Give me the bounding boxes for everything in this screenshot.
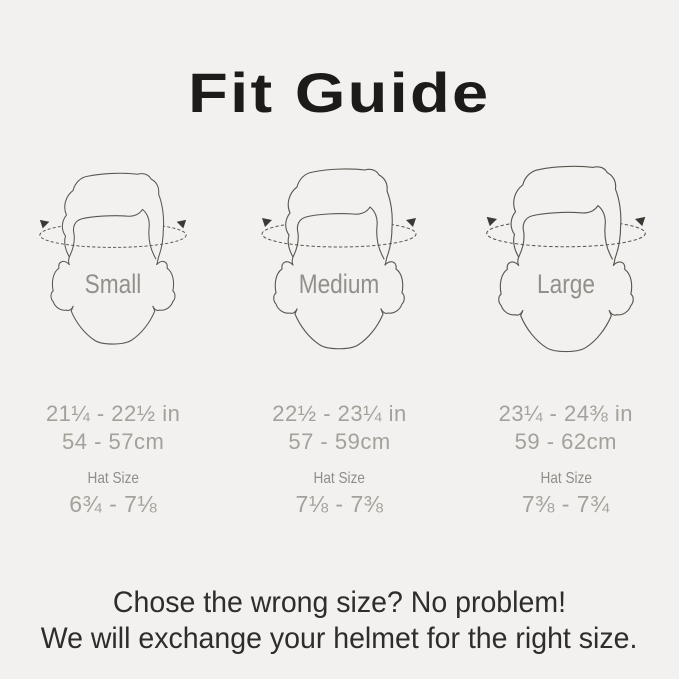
hat-size-range-small: 6¾ - 7⅛ (69, 491, 158, 517)
hat-size-range-large: 7⅜ - 7¾ (521, 491, 610, 517)
inches-range-medium: 22½ - 23¼ in (272, 401, 407, 426)
inches-range-small: 21¼ - 22½ in (45, 401, 181, 426)
cm-range-large: 59 - 62cm (514, 429, 617, 454)
size-columns: Small 21¼ - 22½ in 54 - 57cm Hat Size 6¾… (0, 147, 679, 518)
head-illustration-medium: Medium (261, 168, 418, 350)
exchange-note: Chose the wrong size? No problem! We wil… (0, 585, 679, 657)
size-column-medium: Medium 22½ - 23¼ in 57 - 59cm Hat Size 7… (226, 147, 452, 518)
hat-size-label-medium: Hat Size (313, 470, 366, 487)
head-illustration-large: Large (485, 165, 646, 353)
size-column-small: Small 21¼ - 22½ in 54 - 57cm Hat Size 6¾… (0, 147, 226, 518)
page-title: Fit Guide (0, 0, 679, 122)
size-column-large: Large 23¼ - 24⅜ in 59 - 62cm Hat Size 7⅜… (453, 147, 679, 518)
hat-size-range-medium: 7⅛ - 7⅜ (295, 491, 384, 517)
cm-range-medium: 57 - 59cm (288, 429, 391, 454)
exchange-note-line1: Chose the wrong size? No problem! (112, 586, 567, 619)
size-label-medium: Medium (299, 269, 380, 299)
head-illustration-small: Small (39, 172, 187, 345)
cm-range-small: 54 - 57cm (62, 429, 165, 454)
size-label-large: Large (537, 269, 595, 299)
hat-size-label-small: Hat Size (87, 470, 139, 487)
size-label-small: Small (85, 269, 142, 299)
exchange-note-line2: We will exchange your helmet for the rig… (41, 622, 638, 655)
page-title-text: Fit Guide (188, 61, 491, 124)
inches-range-large: 23¼ - 24⅜ in (498, 401, 634, 426)
hat-size-label-large: Hat Size (540, 470, 592, 487)
